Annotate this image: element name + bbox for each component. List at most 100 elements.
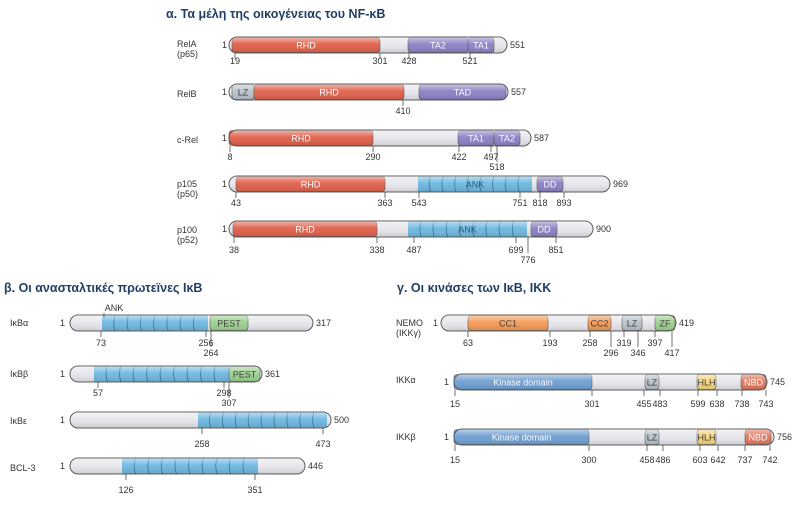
protein-name: (IKKγ) bbox=[396, 328, 421, 338]
position-label: 738 bbox=[734, 399, 749, 409]
position-label: 301 bbox=[584, 399, 599, 409]
domain-label: ANK bbox=[105, 303, 124, 313]
position-label: 851 bbox=[548, 245, 563, 255]
protein-name: NEMO bbox=[396, 318, 423, 328]
position-label: 818 bbox=[532, 198, 547, 208]
position-label: 893 bbox=[556, 198, 571, 208]
end-residue: 317 bbox=[316, 318, 331, 328]
end-residue: 900 bbox=[596, 224, 611, 234]
position-label: 743 bbox=[758, 399, 773, 409]
track-gloss bbox=[69, 365, 263, 383]
position-label: 473 bbox=[315, 439, 330, 449]
position-label: 43 bbox=[231, 198, 241, 208]
position-label: 417 bbox=[664, 348, 679, 358]
position-label: 319 bbox=[616, 338, 631, 348]
position-label: 15 bbox=[450, 399, 460, 409]
protein-ikbb: ΙκΒβ1PEST36157298307 bbox=[10, 365, 280, 408]
protein-name: RelA bbox=[177, 39, 197, 49]
heading-ikk-kinases: γ. Οι κινάσες των ΙκΒ, ΙΚΚ bbox=[397, 281, 552, 295]
position-label: 63 bbox=[463, 338, 473, 348]
position-label: 455 bbox=[636, 399, 651, 409]
position-label: 642 bbox=[710, 455, 725, 465]
position-label: 258 bbox=[582, 338, 597, 348]
position-label: 518 bbox=[489, 162, 504, 172]
protein-name: BCL-3 bbox=[10, 463, 36, 473]
start-residue: 1 bbox=[222, 40, 227, 50]
track-gloss bbox=[69, 411, 332, 429]
track-gloss bbox=[228, 83, 509, 101]
protein-name: (p65) bbox=[177, 49, 198, 59]
position-label: 751 bbox=[512, 198, 527, 208]
position-label: 57 bbox=[93, 388, 103, 398]
position-label: 543 bbox=[411, 198, 426, 208]
protein-name: RelB bbox=[177, 89, 197, 99]
position-label: 363 bbox=[377, 198, 392, 208]
position-label: 19 bbox=[230, 56, 240, 66]
track-gloss bbox=[453, 428, 775, 446]
end-residue: 557 bbox=[511, 87, 526, 97]
end-residue: 446 bbox=[308, 461, 323, 471]
start-residue: 1 bbox=[60, 369, 65, 379]
position-label: 300 bbox=[581, 455, 596, 465]
position-label: 258 bbox=[194, 439, 209, 449]
position-label: 15 bbox=[450, 455, 460, 465]
track-gloss bbox=[228, 36, 508, 54]
heading-nfkb-family: α. Τα μέλη της οικογένειας του NF-κB bbox=[166, 7, 386, 21]
position-label: 428 bbox=[401, 56, 416, 66]
start-residue: 1 bbox=[222, 224, 227, 234]
end-residue: 551 bbox=[510, 40, 525, 50]
protein-name: ΙΚΚβ bbox=[396, 432, 416, 442]
end-residue: 361 bbox=[265, 369, 280, 379]
protein-ikka: ΙΚΚα1Kinase domainLZHLHNBD74515301455483… bbox=[396, 373, 785, 409]
protein-ikba: ΙκΒα1ANKPEST31773256264 bbox=[10, 303, 331, 358]
protein-ikbe: ΙκΒε 1 500 258 473 bbox=[10, 411, 349, 449]
position-label: 776 bbox=[520, 255, 535, 265]
track-gloss bbox=[228, 220, 594, 238]
start-residue: 1 bbox=[222, 179, 227, 189]
position-label: 486 bbox=[655, 455, 670, 465]
protein-name: ΙκΒε bbox=[10, 416, 27, 426]
protein-ikkb: ΙΚΚβ1Kinase domainLZHLHNBD75615300458486… bbox=[396, 428, 792, 465]
end-residue: 756 bbox=[777, 432, 792, 442]
protein-name: (p52) bbox=[177, 235, 198, 245]
position-label: 742 bbox=[762, 455, 777, 465]
protein-name: p100 bbox=[177, 225, 197, 235]
position-label: 126 bbox=[118, 485, 133, 495]
position-label: 256 bbox=[198, 338, 213, 348]
protein-rela: RelA(p65)1RHDTA2TA155119301428521 bbox=[177, 36, 525, 66]
position-label: 487 bbox=[406, 245, 421, 255]
protein-crel: c-Rel1RHDTA1TA25878290422497518 bbox=[177, 129, 549, 172]
position-label: 638 bbox=[709, 399, 724, 409]
track-gloss bbox=[69, 314, 314, 332]
position-label: 351 bbox=[247, 485, 262, 495]
end-residue: 419 bbox=[679, 318, 694, 328]
track-gloss bbox=[69, 457, 306, 475]
protein-bcl3: BCL-3 1 446 126 351 bbox=[10, 457, 323, 495]
position-label: 458 bbox=[639, 455, 654, 465]
position-label: 346 bbox=[630, 348, 645, 358]
position-label: 338 bbox=[369, 245, 384, 255]
position-label: 296 bbox=[603, 348, 618, 358]
position-label: 193 bbox=[542, 338, 557, 348]
track-gloss bbox=[453, 373, 768, 391]
start-residue: 1 bbox=[60, 318, 65, 328]
protein-name: ΙκΒα bbox=[10, 318, 28, 328]
end-residue: 969 bbox=[613, 179, 628, 189]
end-residue: 500 bbox=[334, 415, 349, 425]
start-residue: 1 bbox=[433, 318, 438, 328]
track-gloss bbox=[228, 129, 532, 147]
start-residue: 1 bbox=[222, 133, 227, 143]
position-label: 410 bbox=[395, 106, 410, 116]
position-label: 264 bbox=[203, 348, 218, 358]
start-residue: 1 bbox=[60, 415, 65, 425]
protein-relb: RelB1LZRHDTAD557410 bbox=[177, 83, 526, 116]
protein-p100: p100(p52)1RHDANKDD90038338487699776851 bbox=[177, 220, 611, 265]
protein-nemo: NEMO(IKKγ)1CC1CC2LZZF4196319325829631934… bbox=[396, 314, 694, 358]
position-label: 422 bbox=[451, 152, 466, 162]
protein-name: ΙΚΚα bbox=[396, 375, 416, 385]
position-label: 73 bbox=[96, 338, 106, 348]
start-residue: 1 bbox=[222, 87, 227, 97]
position-label: 38 bbox=[229, 245, 239, 255]
position-label: 8 bbox=[227, 152, 232, 162]
